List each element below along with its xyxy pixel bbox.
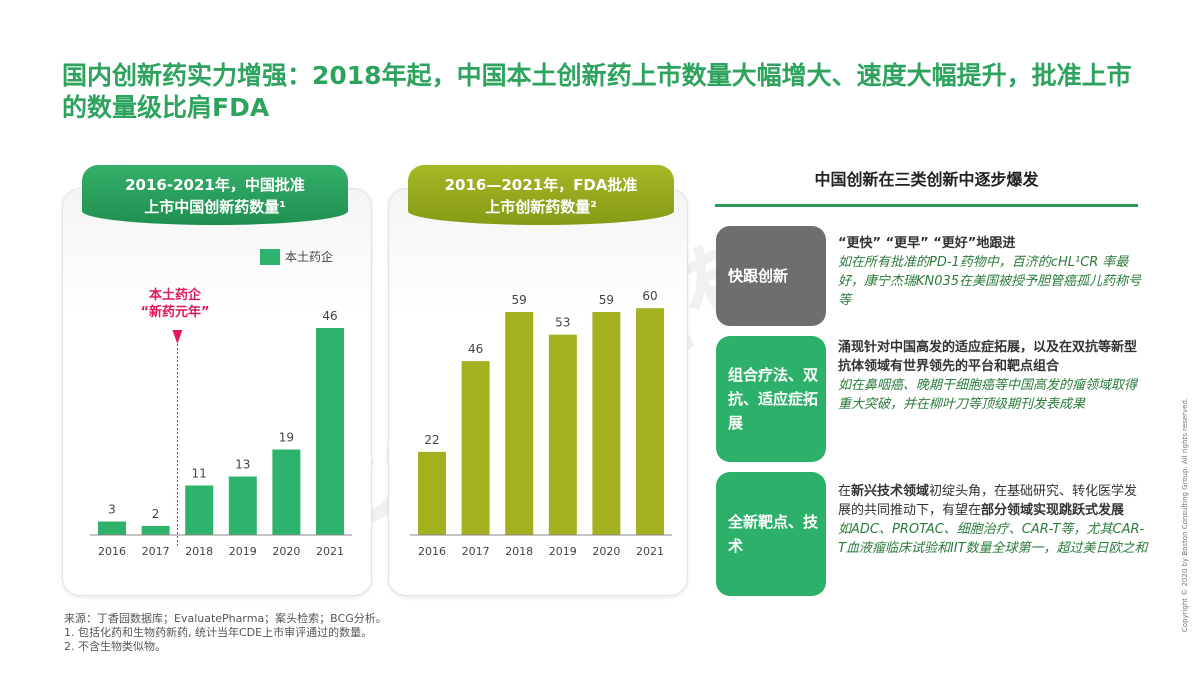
bar-2018 [505,311,534,535]
footnote-1: 1. 包括化药和生物药新药, 统计当年CDE上市审评通过的数量。 [64,626,373,639]
x-tick-label: 2021 [316,545,344,558]
x-tick-label: 2020 [272,545,300,558]
category-box-combination: 组合疗法、双抗、适应症拓展 [716,336,826,462]
x-tick-label: 2018 [185,545,213,558]
category-box-new-targets: 全新靶点、技术 [716,472,826,596]
text-bold: 部分领域实现跳跃式发展 [981,503,1125,518]
box-label: 组合疗法、双抗、适应症拓展 [728,366,819,432]
data-label: 53 [555,316,570,330]
new-drug-year-annotation: 本土药企 “新药元年” [120,287,230,321]
bar-2017 [461,361,490,535]
data-label: 59 [599,293,614,307]
footnote-2: 2. 不含生物类似物。 [64,640,166,653]
text-italic: 如ADC、PROTAC、细胞治疗、CAR-T等，尤其CAR-T血液瘤临床试验和I… [838,522,1148,556]
data-label: 60 [642,289,657,303]
annotation-line2: “新药元年” [140,305,210,320]
x-tick-label: 2017 [142,545,170,558]
category-text-combination: 涌现针对中国高发的适应症拓展，以及在双抗等新型抗体领域有世界领先的平台和靶点组合… [838,338,1148,414]
bar-2020 [592,311,621,535]
data-label: 46 [322,309,337,323]
annotation-arrow-icon [172,330,183,344]
bar-2016 [418,451,446,535]
legend-swatch [260,248,280,265]
bar-charts: 3 2016 2 2017 11 2018 13 2019 19 2020 46 2021 22 2016… [90,289,672,558]
bar-2021 [316,328,344,535]
bar-2018 [185,485,214,535]
data-label: 46 [468,342,483,356]
text-plain: 初绽头角，在基础研究、转化医学发展的共同推动下，有望在 [838,484,1138,518]
bar-2019 [548,334,577,535]
x-tick-label: 2018 [505,545,533,558]
source-note: 来源：丁香园数据库；EvaluatePharma；案头检索；BCG分析。 [64,612,387,625]
x-tick-label: 2021 [636,545,664,558]
x-tick-label: 2019 [229,545,257,558]
chart1-legend: 本土药企 [260,248,333,265]
data-label: 59 [512,293,527,307]
footnotes: 来源：丁香园数据库；EvaluatePharma；案头检索；BCG分析。 1. … [64,612,387,654]
box-label: 全新靶点、技术 [728,513,819,555]
category-box-fast-follow: 快跟创新 [716,226,826,326]
text-bold: 新兴技术领域 [851,484,930,499]
data-label: 19 [279,431,294,445]
copyright: Copyright © 2020 by Boston Consulting Gr… [1181,397,1189,633]
right-heading: 中国创新在三类创新中逐步爆发 [814,170,1039,189]
x-tick-label: 2017 [462,545,490,558]
bar-2019 [228,476,257,535]
category-text-new-targets: 在新兴技术领域初绽头角，在基础研究、转化医学发展的共同推动下，有望在部分领域实现… [838,482,1148,558]
x-tick-label: 2016 [418,545,446,558]
box-label: 快跟创新 [728,267,789,285]
data-label: 13 [235,458,250,472]
legend-label: 本土药企 [285,250,334,264]
page-title: 国内创新药实力增强：2018年起，中国本土创新药上市数量大幅增大、速度大幅提升，… [62,61,1132,122]
chart2-title-line1: 2016—2021年，FDA批准 [444,176,638,194]
text-italic: 如在鼻咽癌、晚期干细胞癌等中国高发的瘤领域取得重大突破，并在柳叶刀等顶级期刊发表… [838,378,1138,412]
data-label: 22 [424,433,439,447]
text-bold: “更快” “更早” “更好”地跟进 [838,236,1016,251]
chart2-title-line2: 上市创新药数量² [485,198,597,216]
bar-2016 [98,521,126,535]
text-bold: 涌现针对中国高发的适应症拓展，以及在双抗等新型抗体领域有世界领先的平台和靶点组合 [838,340,1138,374]
bar-2021 [636,308,664,535]
text-plain: 在 [838,484,852,499]
heading-divider [715,204,1138,207]
data-label: 2 [152,507,160,521]
chart1-title-line2: 上市中国创新药数量¹ [144,198,286,216]
data-label: 3 [108,503,116,517]
chart2-header: 2016—2021年，FDA批准 上市创新药数量² [408,165,674,225]
text-italic: 如在所有批准的PD-1药物中，百济的cHL¹CR 率最好，康宁杰瑞KN035在美… [838,255,1142,308]
chart1-header: 2016-2021年，中国批准 上市中国创新药数量¹ [82,165,348,225]
chart1-title-line1: 2016-2021年，中国批准 [125,176,305,194]
x-tick-label: 2020 [592,545,620,558]
x-tick-label: 2019 [549,545,577,558]
data-label: 11 [192,467,207,481]
bar-2017 [141,526,170,535]
x-tick-label: 2016 [98,545,126,558]
category-text-fast-follow: “更快” “更早” “更好”地跟进 如在所有批准的PD-1药物中，百济的cHL¹… [838,234,1148,310]
bar-2020 [272,449,301,535]
annotation-line1: 本土药企 [148,288,201,303]
